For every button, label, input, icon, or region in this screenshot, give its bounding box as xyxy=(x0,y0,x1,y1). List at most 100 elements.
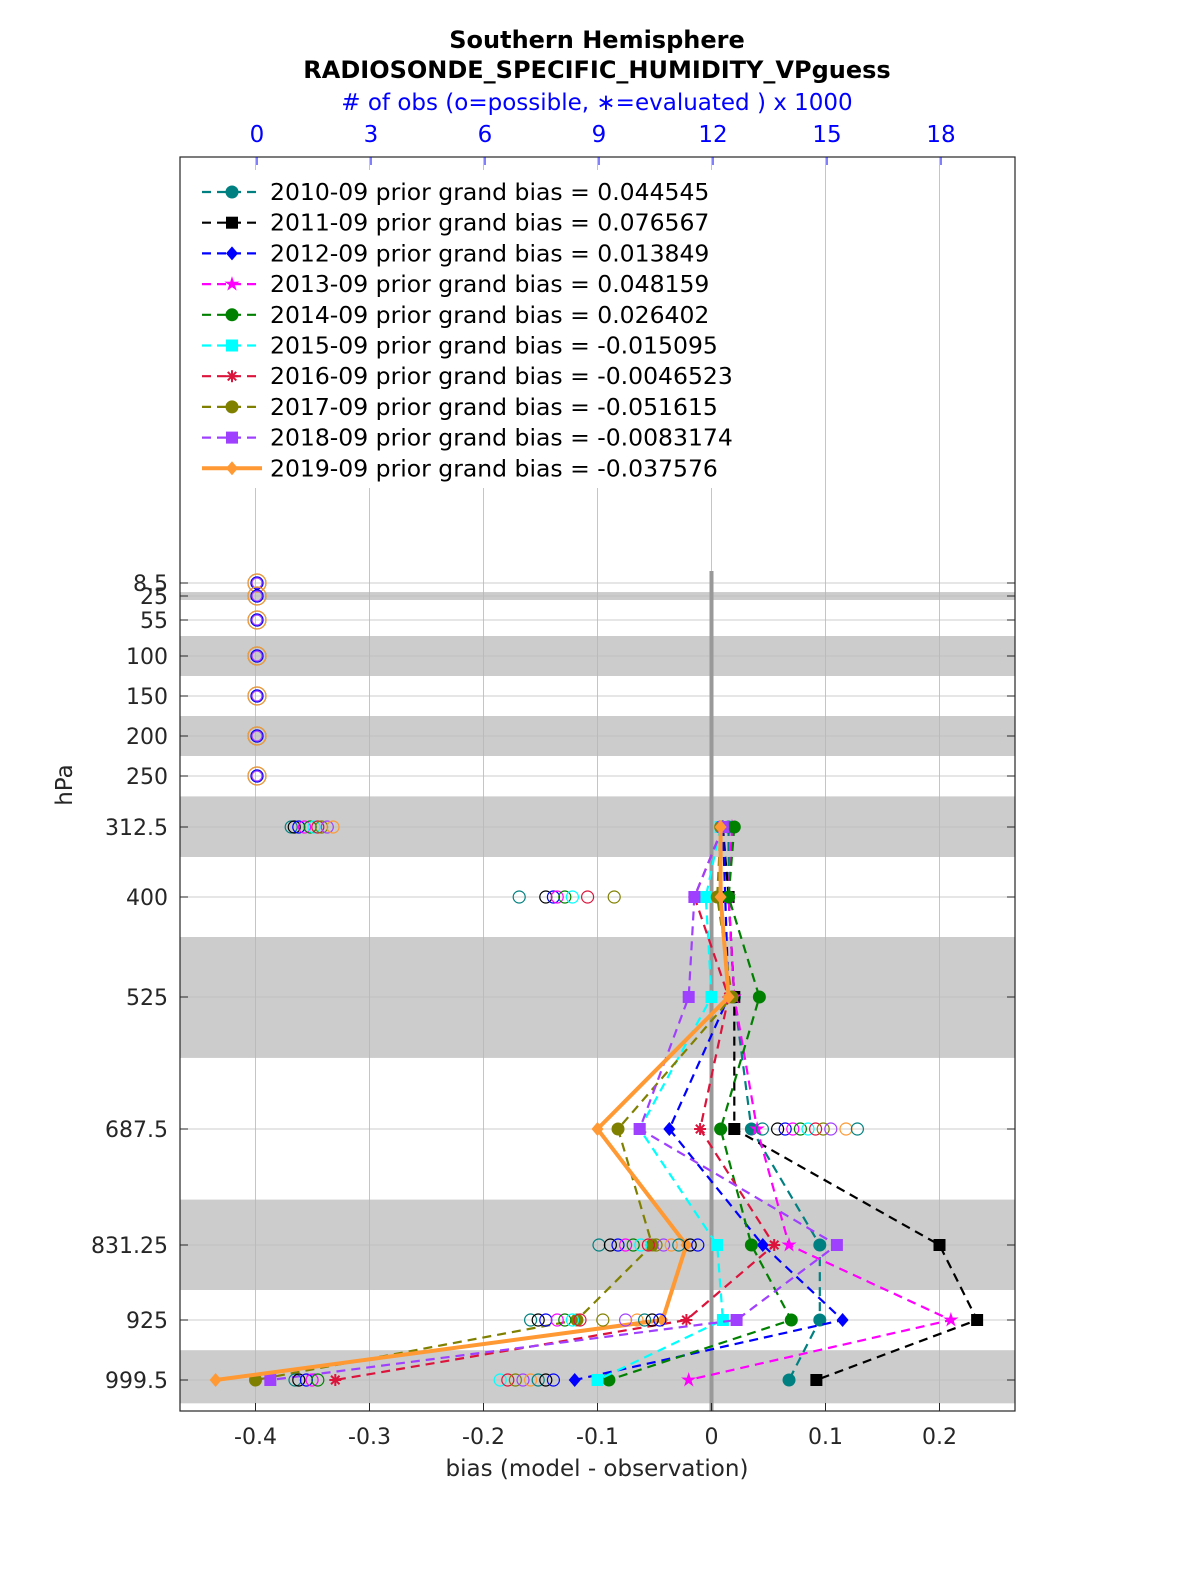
asterisk-stroke xyxy=(695,1124,706,1134)
legend-entry: 2011-09 prior grand bias = 0.076567 xyxy=(270,209,709,237)
series-point xyxy=(728,1123,741,1135)
obs-marker xyxy=(531,1373,545,1387)
legend-entry: 2019-09 prior grand bias = -0.037576 xyxy=(270,454,718,482)
obs-marker xyxy=(778,1122,792,1136)
series-point xyxy=(705,991,718,1003)
series-lines xyxy=(209,819,984,1387)
y-tick-label: 8.5 xyxy=(133,572,168,597)
series-point xyxy=(568,1373,581,1387)
series-point xyxy=(813,1238,827,1252)
top-axis-label: # of obs (o=possible, ∗=evaluated ) x 10… xyxy=(341,90,852,116)
series-point xyxy=(656,1313,669,1327)
obs-marker xyxy=(251,690,263,702)
obs-marker xyxy=(287,820,301,834)
obs-marker xyxy=(299,1373,313,1387)
obs-marker xyxy=(611,1238,625,1252)
series-point xyxy=(971,1314,984,1326)
obs-marker xyxy=(645,1313,659,1327)
obs-marker xyxy=(546,1373,561,1387)
obs-marker xyxy=(850,1122,865,1136)
asterisk-stroke xyxy=(769,1240,780,1250)
obs-marker xyxy=(250,576,264,590)
series-point xyxy=(329,1374,342,1386)
obs-marker xyxy=(292,1373,306,1387)
legend-entry: 2017-09 prior grand bias = -0.051615 xyxy=(270,393,718,421)
x-tick-label: 0 xyxy=(705,1425,719,1450)
obs-marker xyxy=(250,689,264,703)
y-tick-label: 25 xyxy=(140,585,168,610)
series-point xyxy=(680,1314,693,1326)
y-tick-label: 55 xyxy=(140,609,168,634)
x-tick-label: -0.4 xyxy=(234,1425,277,1450)
obs-marker xyxy=(618,1238,633,1252)
obs-marker xyxy=(305,1373,319,1387)
top-tick-label: 12 xyxy=(698,122,727,148)
legend-marker xyxy=(224,276,240,291)
legend-marker xyxy=(226,339,238,352)
legend-marker xyxy=(225,308,239,322)
obs-marker xyxy=(247,610,267,630)
obs-marker xyxy=(565,890,580,904)
y-tick-label: 999.5 xyxy=(105,1369,168,1394)
obs-marker xyxy=(649,1238,663,1252)
legend-entry: 2014-09 prior grand bias = 0.026402 xyxy=(270,301,709,329)
x-tick-label: 0.1 xyxy=(808,1425,843,1450)
y-tick-label: 925 xyxy=(126,1309,168,1334)
series-9 xyxy=(209,820,735,1387)
obs-marker xyxy=(558,1313,572,1327)
series-point xyxy=(591,1374,604,1386)
series-line xyxy=(574,826,845,1382)
obs-marker xyxy=(508,1373,523,1387)
series-line xyxy=(255,826,734,1382)
series-point xyxy=(694,1123,707,1135)
obs-marker xyxy=(501,1373,515,1387)
asterisk-stroke xyxy=(227,371,237,382)
legend-marker xyxy=(226,370,238,383)
obs-marker xyxy=(284,820,298,834)
series-point xyxy=(722,990,735,1004)
top-tick-label: 0 xyxy=(250,122,265,148)
y-tick-label: 150 xyxy=(126,685,168,710)
obs-marker xyxy=(539,1373,553,1387)
series-point xyxy=(264,1374,277,1386)
series-point xyxy=(830,1239,843,1251)
asterisk-stroke xyxy=(681,1315,692,1325)
legend-entry: 2015-09 prior grand bias = -0.015095 xyxy=(270,332,718,360)
obs-marker xyxy=(626,1238,640,1252)
obs-marker xyxy=(558,890,572,904)
series-point xyxy=(591,1122,604,1136)
obs-marker xyxy=(683,1238,697,1252)
y-tick-label: 250 xyxy=(126,765,168,790)
obs-marker xyxy=(550,1313,564,1327)
legend-marker xyxy=(226,216,238,229)
obs-marker xyxy=(493,1373,507,1387)
y-tick-label: 400 xyxy=(126,886,168,911)
obs-marker xyxy=(247,766,267,786)
asterisk-stroke xyxy=(330,1375,341,1385)
obs-marker xyxy=(808,1122,823,1136)
obs-marker xyxy=(786,1122,800,1136)
series-point xyxy=(714,1122,728,1136)
legend: 2010-09 prior grand bias = 0.044545 2011-… xyxy=(190,170,760,488)
series-0 xyxy=(722,820,827,1387)
series-point xyxy=(682,991,695,1003)
series-point xyxy=(688,891,701,903)
obs-marker xyxy=(247,726,267,746)
series-point xyxy=(711,1239,724,1251)
obs-marker xyxy=(691,1238,705,1252)
top-axis-ticks: 0 3 6 9 12 15 18 xyxy=(250,122,956,165)
obs-marker xyxy=(531,1313,545,1327)
obs-marker xyxy=(637,1313,652,1327)
obs-marker xyxy=(630,1313,644,1327)
obs-marker xyxy=(523,1373,538,1387)
series-line xyxy=(335,826,776,1382)
obs-marker xyxy=(251,614,263,626)
legend-marker xyxy=(226,431,238,444)
y-tick-label: 100 xyxy=(126,645,168,670)
obs-marker xyxy=(251,770,263,782)
legend-box xyxy=(190,170,760,488)
obs-marker xyxy=(320,820,334,834)
series-point xyxy=(813,1313,827,1327)
